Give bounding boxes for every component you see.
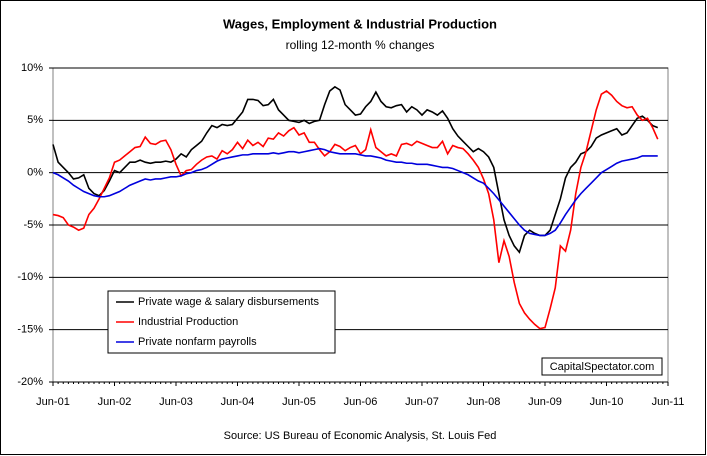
y-tick-label: -20% [17,376,43,388]
x-tick-label: Jun-06 [344,396,378,408]
x-tick-label: Jun-07 [405,396,439,408]
y-tick-label: -15% [17,324,43,336]
x-tick-label: Jun-01 [36,396,70,408]
series-line [52,90,659,330]
watermark: CapitalSpectator.com [550,361,655,373]
chart-subtitle: rolling 12-month % changes [286,38,435,52]
y-tick-label: -10% [17,271,43,283]
x-tick-label: Jun-02 [98,396,132,408]
chart-title: Wages, Employment & Industrial Productio… [223,16,497,31]
x-tick-label: Jun-05 [282,396,316,408]
watermark-box [541,357,663,376]
x-tick-label: Jun-09 [528,396,562,408]
x-tick-label: Jun-10 [590,396,624,408]
legend-label: Private wage & salary disbursements [138,296,319,308]
legend-label: Private nonfarm payrolls [138,336,257,348]
x-tick-label: Jun-08 [467,396,501,408]
y-tick-label: 0% [27,167,43,179]
series-line [52,85,659,254]
x-tick-label: Jun-03 [159,396,193,408]
x-tick-label: Jun-11 [652,396,685,408]
source: Source: US Bureau of Economic Analysis, … [224,430,497,442]
y-tick-label: -5% [23,219,43,231]
x-tick-label: Jun-04 [221,396,255,408]
y-tick-label: 10% [21,62,43,74]
series-line [52,147,658,237]
y-tick-label: 5% [27,114,43,126]
legend-box [107,290,336,354]
legend-label: Industrial Production [138,316,238,328]
